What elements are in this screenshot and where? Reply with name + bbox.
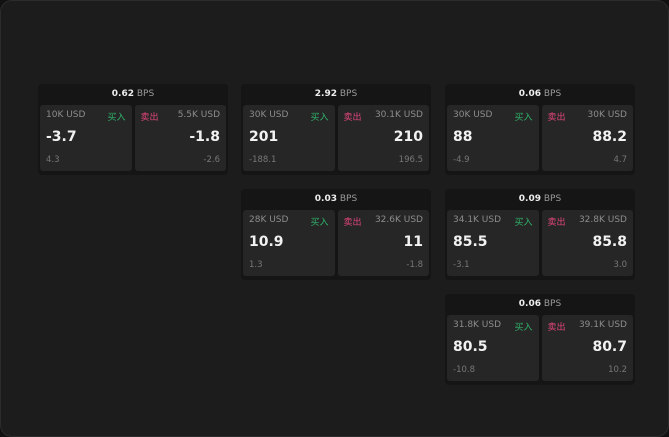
spread-unit: BPS <box>339 89 358 99</box>
bid-price: 85.5 <box>453 234 488 250</box>
sell-label: 卖出 <box>547 218 566 228</box>
sell-label: 卖出 <box>343 218 362 228</box>
ask-size: 39.1K USD <box>578 320 627 330</box>
bid-change: 1.3 <box>249 260 263 270</box>
buy-label: 买入 <box>514 218 533 228</box>
ask-change: -2.6 <box>203 155 220 165</box>
bid-price: -3.7 <box>46 129 77 145</box>
spread-header: 0.03 BPS <box>241 189 431 210</box>
ask-change: 3.0 <box>613 260 627 270</box>
spread-value: 2.92 <box>314 89 337 99</box>
ask-price: -1.8 <box>189 129 220 145</box>
buy-label: 买入 <box>310 113 329 123</box>
buy-label: 买入 <box>310 218 329 228</box>
ask-change: 196.5 <box>398 155 423 165</box>
ask-price: 85.8 <box>592 234 627 250</box>
sell-label: 卖出 <box>140 113 159 123</box>
bid-change: 4.3 <box>46 155 60 165</box>
spread-value: 0.06 <box>518 89 541 99</box>
ask-change: 4.7 <box>613 155 627 165</box>
ask-size: 32.8K USD <box>578 215 627 225</box>
sell-label: 卖出 <box>547 113 566 123</box>
spread-unit: BPS <box>339 194 358 204</box>
buy-label: 买入 <box>107 113 126 123</box>
spread-header: 0.06 BPS <box>445 294 635 315</box>
ask-change: 10.2 <box>608 365 627 375</box>
quote-card: 0.06 BPS 30K USD 买入 88 -4.9 卖出 30K USD 88.… <box>445 84 635 175</box>
ask-size: 32.6K USD <box>374 215 423 225</box>
sell-button[interactable]: 卖出 39.1K USD 80.7 10.2 <box>541 315 633 381</box>
buy-button[interactable]: 30K USD 买入 88 -4.9 <box>447 105 539 171</box>
ask-size: 30K USD <box>587 110 627 120</box>
buy-button[interactable]: 30K USD 买入 201 -188.1 <box>243 105 335 171</box>
spread-header: 2.92 BPS <box>241 84 431 105</box>
bid-change: -188.1 <box>249 155 277 165</box>
spread-value: 0.03 <box>314 194 337 204</box>
bid-price: 10.9 <box>249 234 284 250</box>
sell-button[interactable]: 卖出 32.8K USD 85.8 3.0 <box>541 210 633 276</box>
buy-button[interactable]: 10K USD 买入 -3.7 4.3 <box>40 105 132 171</box>
buy-label: 买入 <box>514 113 533 123</box>
bid-price: 201 <box>249 129 279 145</box>
ask-price: 80.7 <box>592 339 627 355</box>
bid-price: 88 <box>453 129 473 145</box>
sell-button[interactable]: 卖出 30.1K USD 210 196.5 <box>337 105 429 171</box>
bid-size: 28K USD <box>249 215 289 225</box>
bid-change: -4.9 <box>453 155 470 165</box>
sell-button[interactable]: 卖出 5.5K USD -1.8 -2.6 <box>134 105 226 171</box>
bid-size: 10K USD <box>46 110 86 120</box>
spread-unit: BPS <box>543 194 562 204</box>
buy-button[interactable]: 31.8K USD 买入 80.5 -10.8 <box>447 315 539 381</box>
quote-card: 0.62 BPS 10K USD 买入 -3.7 4.3 卖出 5.5K USD -… <box>38 84 228 175</box>
ask-price: 210 <box>393 129 423 145</box>
quote-card: 0.06 BPS 31.8K USD 买入 80.5 -10.8 卖出 39.1K … <box>445 294 635 385</box>
bid-size: 34.1K USD <box>453 215 502 225</box>
bid-size: 30K USD <box>249 110 289 120</box>
spread-value: 0.62 <box>111 89 134 99</box>
quote-card: 0.03 BPS 28K USD 买入 10.9 1.3 卖出 32.6K USD … <box>241 189 431 280</box>
sell-label: 卖出 <box>547 323 566 333</box>
spread-unit: BPS <box>136 89 155 99</box>
spread-unit: BPS <box>543 89 562 99</box>
ask-size: 5.5K USD <box>177 110 220 120</box>
buy-button[interactable]: 28K USD 买入 10.9 1.3 <box>243 210 335 276</box>
sell-label: 卖出 <box>343 113 362 123</box>
quote-card: 2.92 BPS 30K USD 买入 201 -188.1 卖出 30.1K US… <box>241 84 431 175</box>
bid-price: 80.5 <box>453 339 488 355</box>
bid-size: 30K USD <box>453 110 493 120</box>
spread-header: 0.06 BPS <box>445 84 635 105</box>
spread-unit: BPS <box>543 299 562 309</box>
spread-header: 0.62 BPS <box>38 84 228 105</box>
spread-value: 0.06 <box>518 299 541 309</box>
sell-button[interactable]: 卖出 32.6K USD 11 -1.8 <box>337 210 429 276</box>
buy-label: 买入 <box>514 323 533 333</box>
ask-size: 30.1K USD <box>374 110 423 120</box>
quote-card: 0.09 BPS 34.1K USD 买入 85.5 -3.1 卖出 32.8K U… <box>445 189 635 280</box>
sell-button[interactable]: 卖出 30K USD 88.2 4.7 <box>541 105 633 171</box>
spread-header: 0.09 BPS <box>445 189 635 210</box>
spread-value: 0.09 <box>518 194 541 204</box>
ask-price: 11 <box>403 234 423 250</box>
bid-change: -10.8 <box>453 365 475 375</box>
buy-button[interactable]: 34.1K USD 买入 85.5 -3.1 <box>447 210 539 276</box>
ask-change: -1.8 <box>406 260 423 270</box>
bid-size: 31.8K USD <box>453 320 502 330</box>
bid-change: -3.1 <box>453 260 470 270</box>
ask-price: 88.2 <box>592 129 627 145</box>
